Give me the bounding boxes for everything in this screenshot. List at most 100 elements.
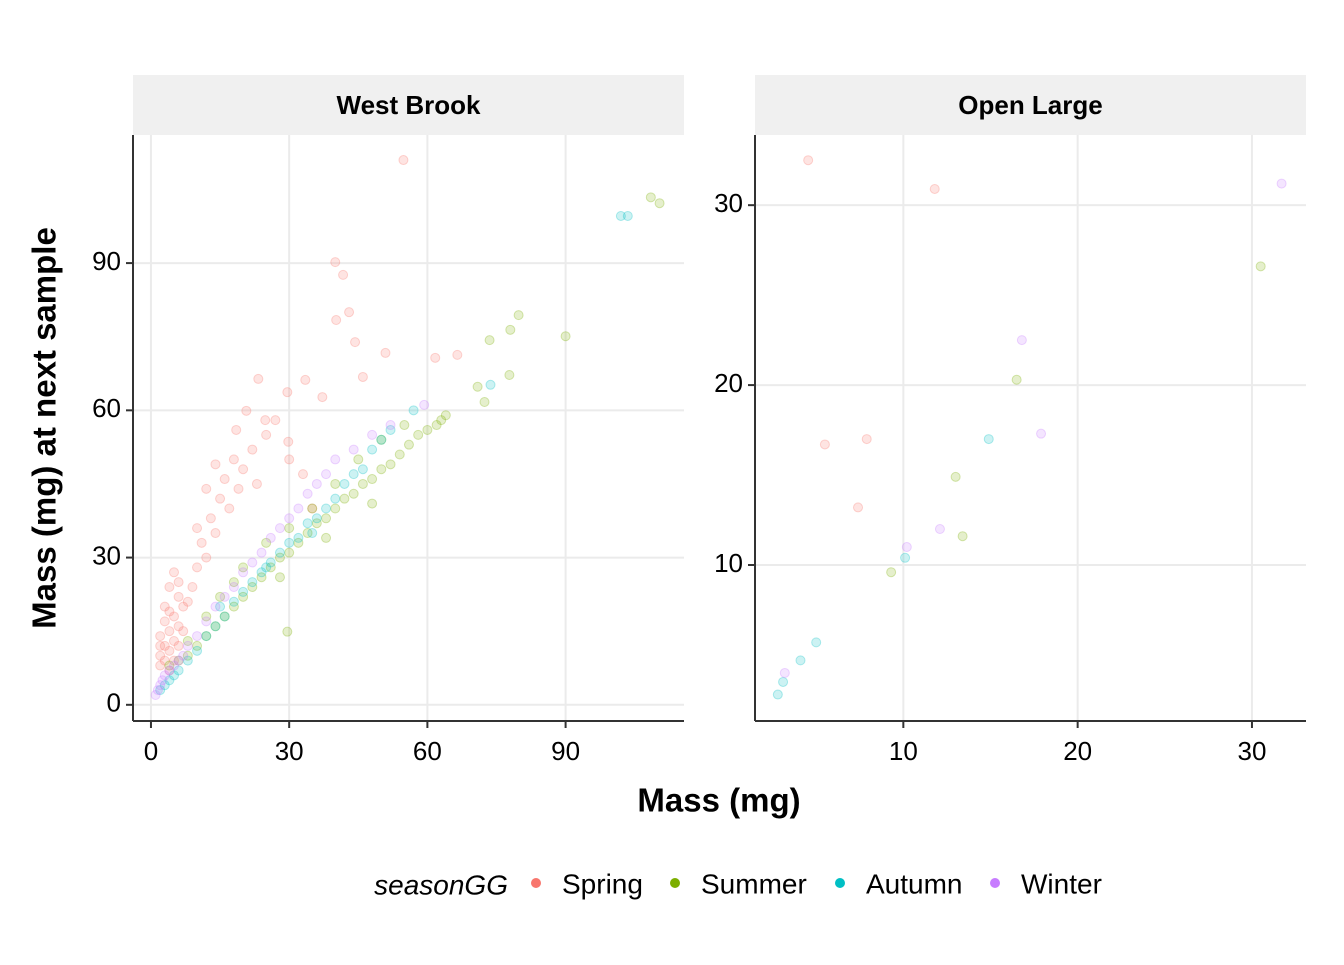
point: [178, 650, 189, 661]
point: [201, 616, 212, 627]
point: [403, 439, 414, 450]
facet-title: Open Large: [958, 90, 1102, 120]
legend-label: Spring: [562, 868, 643, 899]
point: [513, 310, 524, 321]
point: [210, 621, 221, 632]
point: [241, 405, 252, 416]
y-tick-label: 90: [92, 246, 121, 276]
point: [284, 523, 295, 534]
point: [654, 198, 665, 209]
point: [238, 562, 249, 573]
point: [247, 444, 258, 455]
point: [302, 518, 313, 529]
point: [293, 537, 304, 548]
point: [261, 429, 272, 440]
point: [485, 379, 496, 390]
point: [178, 626, 189, 637]
point: [233, 483, 244, 494]
y-tick-label: 20: [714, 368, 743, 398]
point: [861, 434, 872, 445]
point: [385, 420, 396, 431]
point: [164, 665, 175, 676]
y-tick-label: 30: [714, 188, 743, 218]
point: [265, 532, 276, 543]
point: [283, 436, 294, 447]
point: [1016, 335, 1027, 346]
point: [367, 498, 378, 509]
point: [247, 577, 258, 588]
point: [1011, 374, 1022, 385]
point: [560, 331, 571, 342]
point: [192, 523, 203, 534]
point: [300, 374, 311, 385]
point: [321, 469, 332, 480]
facet-title: West Brook: [337, 90, 482, 120]
point: [357, 478, 368, 489]
legend-key: [531, 878, 541, 888]
point: [173, 655, 184, 666]
point: [196, 537, 207, 548]
legend-title: seasonGG: [374, 869, 508, 900]
point: [803, 155, 814, 166]
x-tick-label: 10: [889, 736, 918, 766]
point: [219, 611, 230, 622]
point: [321, 513, 332, 524]
point: [228, 582, 239, 593]
point: [155, 640, 166, 651]
point: [779, 667, 790, 678]
point: [413, 429, 424, 440]
point: [159, 601, 170, 612]
facet-strip: [755, 75, 1306, 135]
point: [367, 429, 378, 440]
point: [422, 424, 433, 435]
point: [307, 528, 318, 539]
point: [164, 645, 175, 656]
point: [615, 210, 626, 221]
point: [159, 680, 170, 691]
point: [284, 547, 295, 558]
point: [173, 577, 184, 588]
point: [297, 469, 308, 480]
point: [192, 631, 203, 642]
point: [484, 335, 495, 346]
point: [182, 655, 193, 666]
point: [201, 552, 212, 563]
point: [173, 655, 184, 666]
point: [164, 606, 175, 617]
point: [934, 524, 945, 535]
x-tick-label: 60: [413, 736, 442, 766]
point: [284, 454, 295, 465]
point: [150, 689, 161, 700]
point: [173, 591, 184, 602]
point: [321, 503, 332, 514]
facet-strip: [133, 75, 684, 135]
point: [228, 601, 239, 612]
point: [348, 488, 359, 499]
point: [1276, 178, 1287, 189]
point: [302, 528, 313, 539]
point: [385, 459, 396, 470]
point: [419, 399, 430, 410]
point: [164, 626, 175, 637]
point: [274, 572, 285, 583]
point: [472, 381, 483, 392]
point: [330, 454, 341, 465]
point: [311, 513, 322, 524]
y-tick-label: 60: [92, 393, 121, 423]
point: [1036, 428, 1047, 439]
point: [201, 631, 212, 642]
point: [344, 307, 355, 318]
point: [348, 444, 359, 455]
point: [182, 596, 193, 607]
point: [321, 532, 332, 543]
point: [795, 655, 806, 666]
point: [505, 324, 516, 335]
point: [772, 689, 783, 700]
point: [210, 601, 221, 612]
point: [228, 596, 239, 607]
point: [192, 562, 203, 573]
point: [152, 685, 163, 696]
point: [169, 670, 180, 681]
point: [330, 493, 341, 504]
